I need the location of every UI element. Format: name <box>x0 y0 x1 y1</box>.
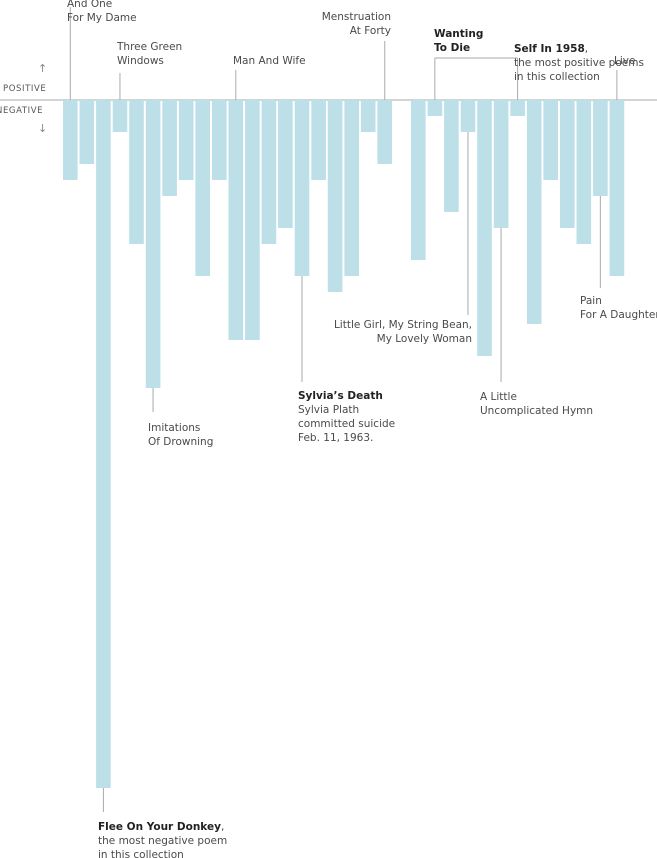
annotation-label: Pain For A Daughter <box>580 294 657 322</box>
bar <box>477 100 492 356</box>
annotation-line: Of Drowning <box>148 436 214 448</box>
annotation-line: Little Girl, My String Bean, <box>333 319 472 331</box>
bar <box>493 100 509 228</box>
annotation-label: Imitations Of Drowning <box>148 421 213 449</box>
annotation-line: Sylvia Plath <box>298 404 360 416</box>
annotation-line: in this collection <box>514 71 600 83</box>
annotation-line: Man And Wife <box>233 55 306 67</box>
annotation-line: the most positive poems <box>514 57 644 69</box>
annotation-label: And One For My Dame <box>67 0 137 25</box>
annotation-line: A Little <box>480 391 517 403</box>
bar <box>510 100 525 116</box>
down-arrow-icon: ↓ <box>38 122 48 135</box>
annotation-line: My Lovely Woman <box>376 333 472 345</box>
annotation-line: Imitations <box>148 422 201 434</box>
annotation-line: Menstruation <box>321 11 391 23</box>
bar <box>560 100 575 228</box>
annotation-line: Windows <box>117 55 164 67</box>
annotation-label: Little Girl, My String Bean, My Lovely Wo… <box>334 318 472 346</box>
bar <box>145 100 161 388</box>
annotation-label: A Little Uncomplicated Hymn <box>480 390 593 418</box>
bar <box>79 100 95 164</box>
bar <box>311 100 326 180</box>
bar <box>63 100 78 180</box>
annotation-line: At Forty <box>349 25 391 37</box>
annotation-label: Menstruation At Forty <box>322 10 391 38</box>
bar <box>228 100 244 340</box>
legend-positive: POSITIVE <box>3 84 47 94</box>
bar <box>377 100 392 164</box>
bar <box>129 100 144 244</box>
bar <box>96 100 111 788</box>
annotation-line: For My Dame <box>67 12 137 24</box>
bar <box>212 100 227 180</box>
annotation-line: committed suicide <box>298 418 396 430</box>
bar <box>162 100 177 196</box>
legend-negative: NEGATIVE <box>0 106 44 116</box>
annotation-line: And One <box>67 0 113 10</box>
annotation-label: Live <box>614 54 635 68</box>
annotation-line: Live <box>614 55 636 67</box>
up-arrow-icon: ↑ <box>38 62 48 75</box>
bar <box>112 100 128 132</box>
bar <box>444 100 459 212</box>
annotation-label: Sylvia’s Death Sylvia Plath committed suic… <box>298 389 395 445</box>
bar <box>609 100 625 276</box>
annotation-title: Flee On Your Donkey <box>98 821 221 833</box>
annotation-line: the most negative poem <box>98 835 228 847</box>
annotation-line: To Die <box>434 42 471 54</box>
bar <box>261 100 277 244</box>
bar <box>294 100 310 276</box>
bar <box>327 100 343 292</box>
bar <box>178 100 194 180</box>
annotation-line: Feb. 11, 1963. <box>298 432 374 444</box>
annotation-label: Three Green Windows <box>117 40 182 68</box>
bar <box>195 100 210 276</box>
annotation-line: Three Green <box>117 41 183 53</box>
annotation-line: Pain <box>580 295 602 307</box>
annotation-label: Flee On Your Donkey, the most negative po… <box>98 820 227 858</box>
bar <box>411 100 426 260</box>
annotation-line: For A Daughter <box>580 309 657 321</box>
annotation-title: Sylvia’s Death <box>298 390 383 402</box>
bar <box>526 100 542 324</box>
annotation-title: Self In 1958 <box>514 43 585 55</box>
annotation-line: in this collection <box>98 849 184 858</box>
bar <box>427 100 443 116</box>
annotation-line: Uncomplicated Hymn <box>480 405 594 417</box>
bar <box>593 100 608 196</box>
annotation-label: Man And Wife <box>233 54 306 68</box>
bar <box>360 100 376 132</box>
annotation-label: Wanting To Die <box>434 27 483 55</box>
bar <box>344 100 359 276</box>
annotation-title: Wanting <box>434 28 484 40</box>
bar <box>278 100 293 228</box>
annotation-label: Self In 1958, the most positive poems in t… <box>514 43 644 83</box>
bar <box>460 100 476 132</box>
bar <box>245 100 260 340</box>
bar <box>543 100 558 180</box>
bar <box>576 100 592 244</box>
